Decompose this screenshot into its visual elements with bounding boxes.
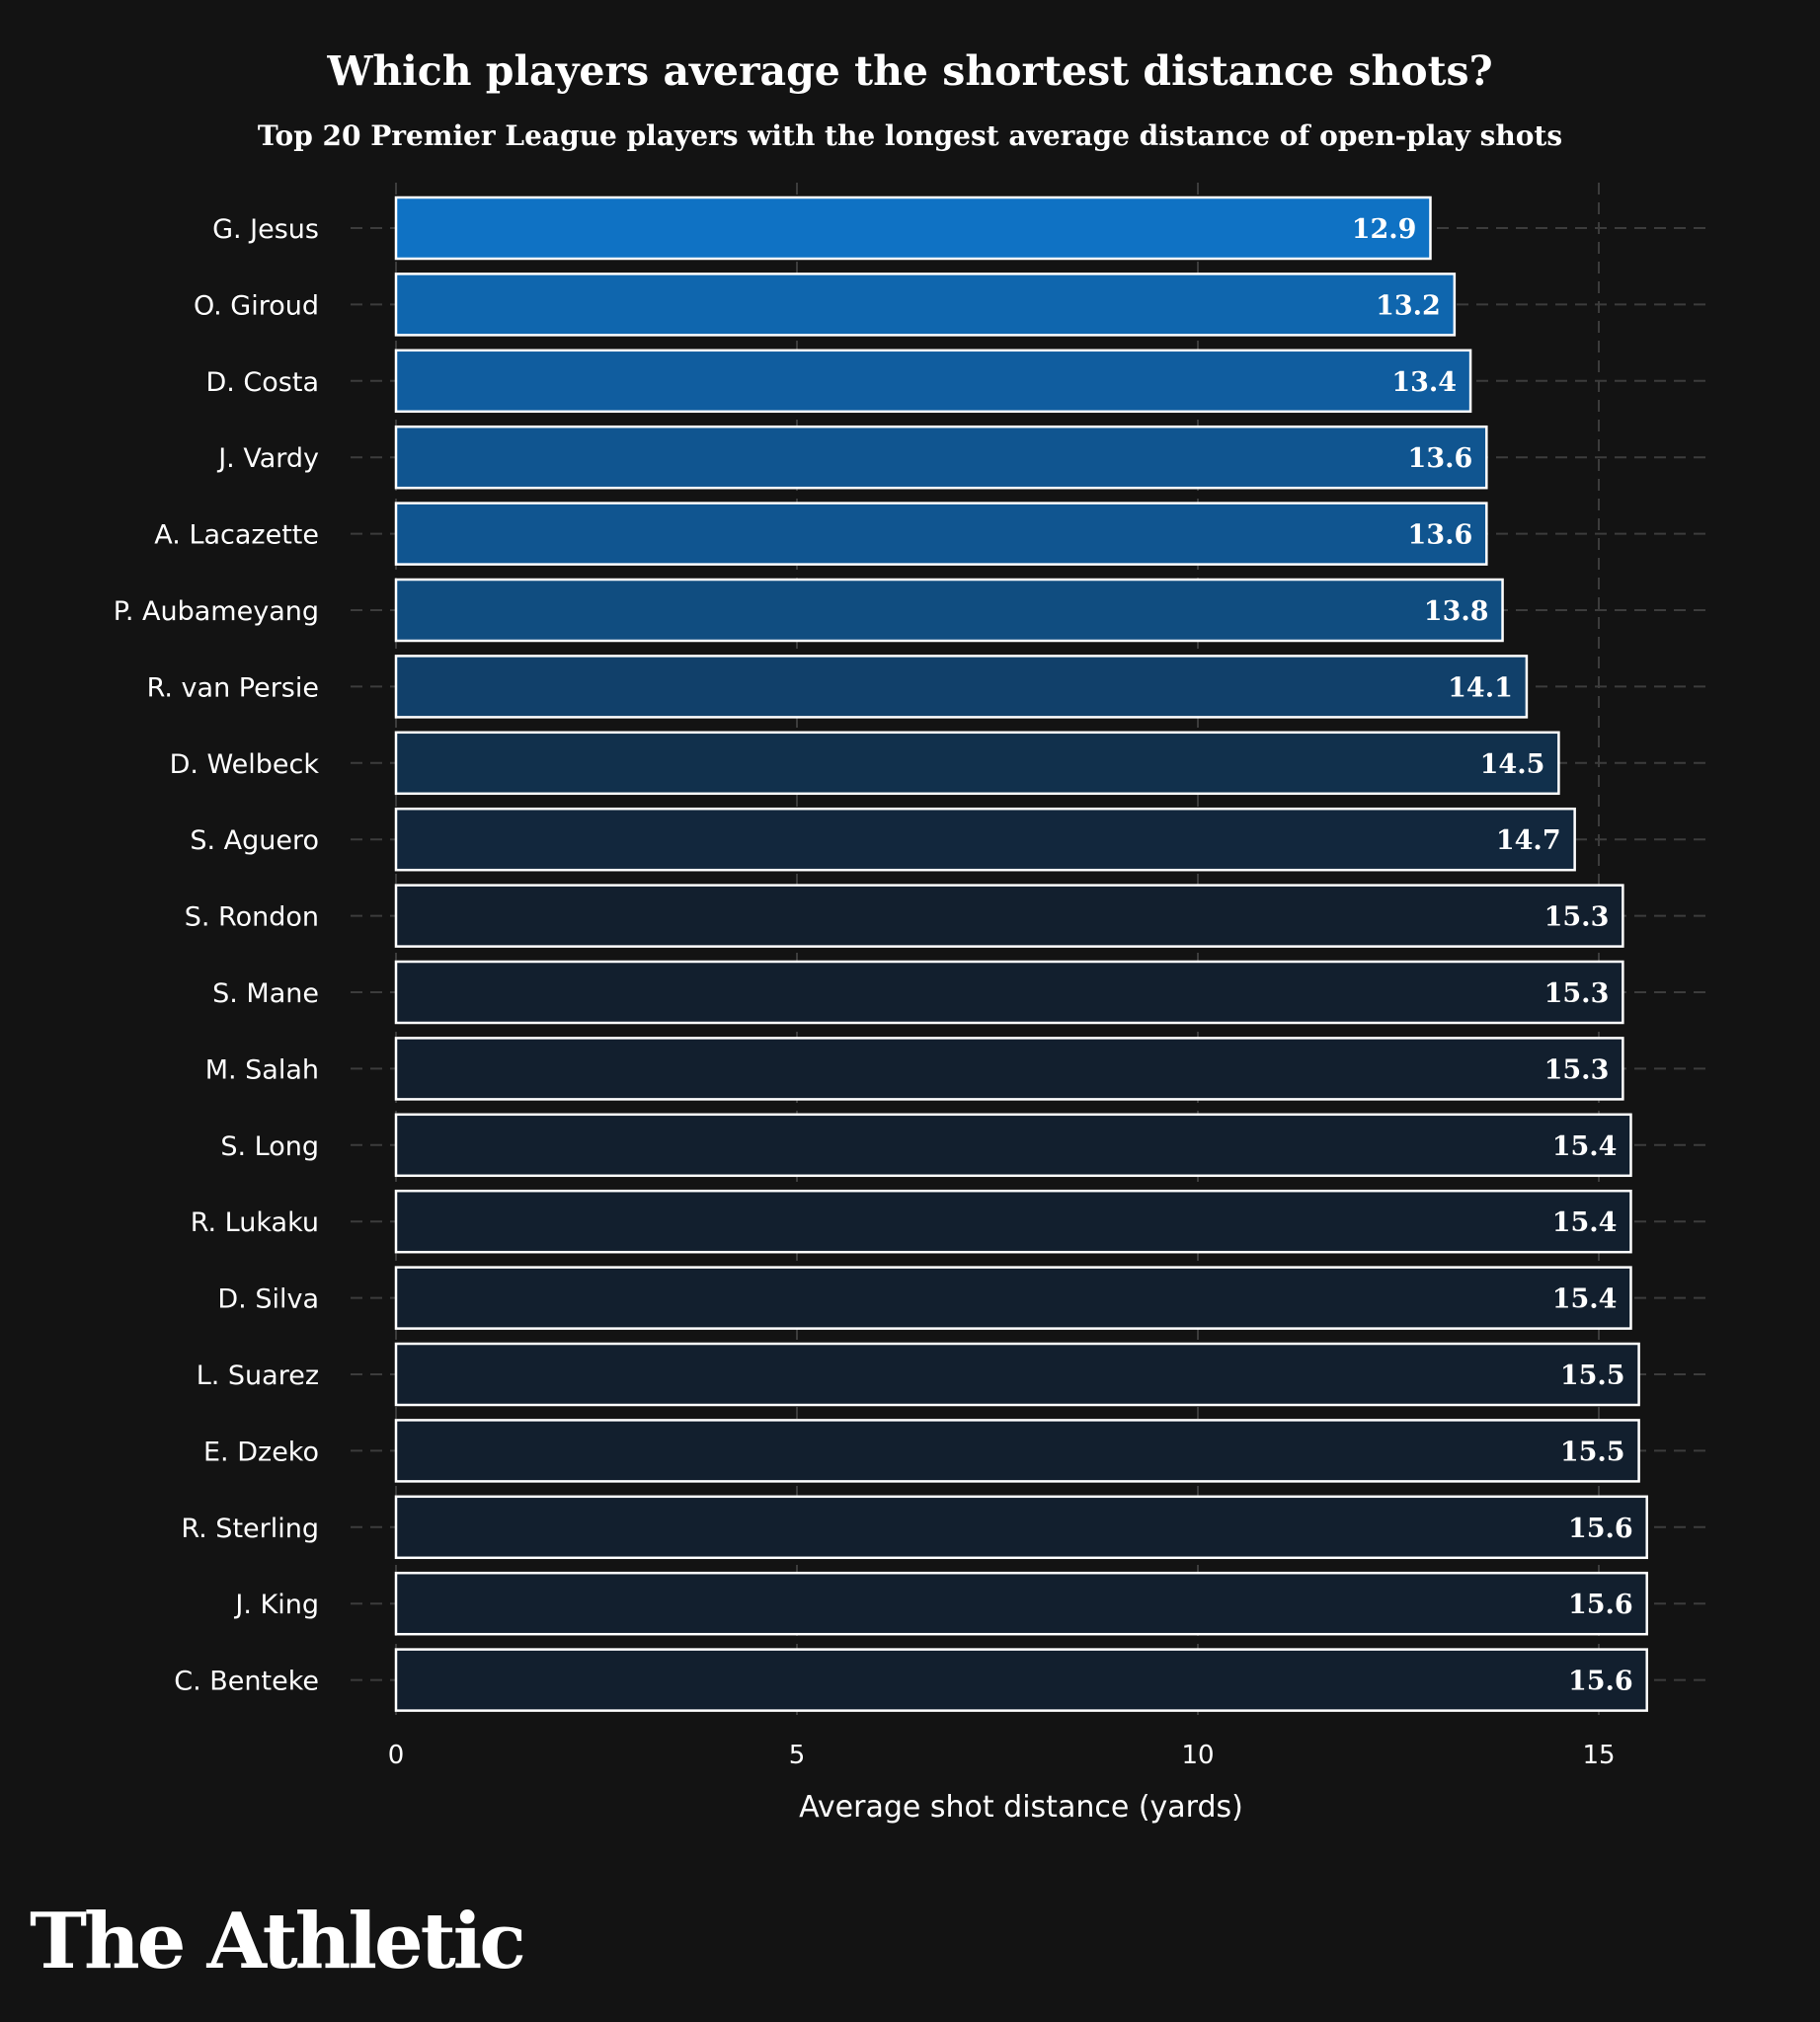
category-label: R. Sterling [181,1514,319,1544]
bar-d-welbeck [394,731,1560,796]
bar-e-dzeko [394,1419,1640,1483]
bar-c-benteke [394,1648,1648,1712]
data-label: 15.6 [1568,1514,1633,1544]
category-label: G. Jesus [212,214,319,245]
category-label: L. Suarez [197,1361,319,1391]
data-label: 14.7 [1496,825,1561,856]
data-label: 13.4 [1391,367,1457,398]
category-label: A. Lacazette [154,520,319,551]
data-label: 13.6 [1408,443,1473,474]
data-label: 15.4 [1552,1284,1618,1315]
bar-l-suarez [394,1342,1640,1407]
bar-s-rondon [394,884,1624,948]
bar-d-costa [394,349,1472,414]
x-tick-label: 10 [1181,1741,1214,1770]
category-label: S. Long [220,1131,319,1162]
x-tick-label: 5 [789,1741,806,1770]
data-label: 15.4 [1552,1131,1618,1162]
category-label: S. Rondon [185,902,319,933]
bar-o-giroud [394,272,1457,337]
data-label: 14.1 [1448,672,1513,703]
data-label: 15.3 [1544,1054,1610,1085]
bar-chart: G. Jesus O. Giroud D. Costa J. Vardy A. Laca… [114,183,1708,1825]
data-label: 13.8 [1424,596,1489,627]
category-label: D. Costa [205,367,319,398]
bar-d-silva [394,1266,1632,1330]
x-axis-title: Average shot distance (yards) [799,1790,1243,1825]
data-label: 15.5 [1560,1437,1625,1467]
category-label: D. Welbeck [170,749,320,780]
bar-s-mane [394,960,1624,1025]
data-label: 12.9 [1352,214,1417,245]
category-label: P. Aubameyang [114,596,319,627]
category-label: R. Lukaku [191,1207,319,1238]
category-label: D. Silva [217,1284,319,1315]
category-label: S. Mane [212,978,319,1009]
category-label: S. Aguero [190,825,319,856]
bar-s-long [394,1113,1632,1178]
data-label: 13.2 [1376,290,1441,321]
data-label: 14.5 [1480,749,1545,780]
bar-r-van-persie [394,655,1529,719]
data-label: 15.4 [1552,1207,1618,1238]
data-label: 15.3 [1544,902,1610,933]
bar-r-lukaku [394,1189,1632,1254]
data-label-layer: 12.9 13.2 13.4 13.6 13.6 13.8 14.1 14.5 14.7 15.3… [1352,214,1633,1697]
chart-subtitle: Top 20 Premier League players with the l… [257,119,1563,152]
bar-m-salah [394,1037,1624,1101]
category-label: R. van Persie [147,672,319,703]
x-axis: 0 5 10 15 [388,1741,1616,1770]
bar-j-vardy [394,425,1488,490]
data-label: 15.6 [1568,1590,1633,1620]
category-label: J. Vardy [216,443,319,474]
category-label: E. Dzeko [203,1437,319,1467]
bar-g-jesus [394,195,1432,261]
chart-title: Which players average the shortest dista… [327,47,1493,95]
bar-s-aguero [394,807,1576,872]
bar-p-aubameyang [394,578,1504,643]
category-label: J. King [233,1590,319,1620]
data-label: 15.3 [1544,978,1610,1009]
the-athletic-logo: The Athletic [30,1897,526,1986]
category-label: C. Benteke [174,1667,319,1697]
x-tick-label: 0 [388,1741,405,1770]
x-tick-label: 15 [1582,1741,1615,1770]
grid-layer [351,183,1708,1718]
category-label: O. Giroud [194,290,319,321]
category-label-layer: G. Jesus O. Giroud D. Costa J. Vardy A. Laca… [114,214,320,1697]
data-label: 13.6 [1408,520,1473,551]
bar-j-king [394,1571,1648,1636]
bar-r-sterling [394,1495,1648,1560]
data-label: 15.6 [1568,1667,1633,1697]
data-label: 15.5 [1560,1361,1625,1391]
bar-a-lacazette [394,502,1488,566]
bar-layer [394,195,1648,1712]
category-label: M. Salah [205,1054,319,1085]
